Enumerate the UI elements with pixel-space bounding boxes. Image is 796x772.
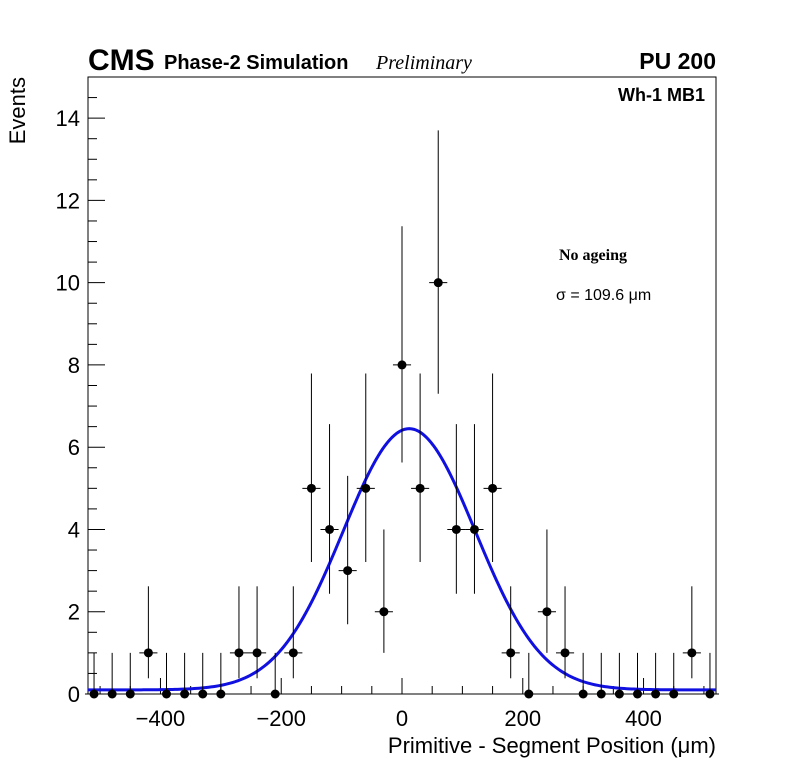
data-marker [596,689,606,699]
data-point [519,652,538,699]
x-tick-label: 200 [504,706,541,731]
data-point [193,652,212,699]
data-point [555,586,575,679]
data-marker [143,648,153,658]
data-marker [270,689,280,699]
data-marker [306,483,316,493]
data-point [121,652,140,699]
data-marker [578,689,588,699]
data-point [465,424,484,594]
data-marker [379,607,389,617]
data-point [139,586,158,679]
data-marker [705,689,715,699]
data-marker [669,689,679,699]
y-tick-label: 0 [68,682,80,707]
data-marker [107,689,117,699]
data-point [501,586,520,679]
data-point [103,652,122,699]
data-marker [651,689,661,699]
x-axis: −400 −200 0 200 400 [99,678,705,731]
data-point [664,652,683,699]
data-marker [415,483,425,493]
data-marker [252,648,262,658]
data-marker [325,524,335,534]
y-tick-label: 6 [68,435,80,460]
data-point [157,652,176,699]
y-tick-label: 8 [68,353,80,378]
x-tick-label: −400 [136,706,186,731]
data-point [700,652,720,699]
data-point [483,373,502,563]
data-marker [343,566,353,576]
data-marker [451,524,461,534]
data-point [429,130,448,394]
data-marker [560,648,570,658]
data-marker [614,689,624,699]
condition-label: No ageing [559,247,627,264]
data-point [266,652,285,699]
data-point [175,652,194,699]
sigma-label: σ = 109.6 μm [556,287,651,304]
data-points-layer [84,130,720,699]
region-label: Wh-1 MB1 [618,85,705,105]
data-point [392,226,412,463]
data-marker [89,689,99,699]
data-point [229,586,249,679]
data-point [284,586,303,679]
data-marker [234,648,244,658]
data-point [302,373,321,563]
data-marker [397,360,407,370]
data-marker [125,689,135,699]
data-point [320,424,339,594]
y-tick-label: 4 [68,517,80,542]
data-marker [361,483,371,493]
x-tick-label: 0 [396,706,408,731]
data-marker [633,689,642,699]
data-point [646,652,665,699]
data-marker [542,607,552,617]
data-marker [524,689,534,699]
data-marker [506,648,516,658]
y-tick-label: 10 [56,271,80,296]
data-point [211,652,230,699]
x-tick-label: −200 [256,706,306,731]
data-point [84,652,104,699]
y-tick-label: 14 [56,106,80,131]
y-axis-label: Events [5,77,30,144]
data-point [574,652,593,699]
data-marker [198,689,208,699]
data-point [374,529,393,653]
data-marker [488,483,498,493]
experiment-label: CMS [88,44,155,77]
data-point [682,586,701,679]
data-point [411,373,430,563]
data-point [628,652,647,699]
data-point [248,586,267,679]
preliminary-label: Preliminary [375,52,472,74]
data-marker [288,648,298,658]
data-marker [180,689,190,699]
y-tick-label: 12 [56,188,80,213]
pileup-label: PU 200 [639,48,716,74]
data-point [447,424,466,594]
x-tick-label: 400 [625,706,662,731]
data-marker [216,689,226,699]
data-point [338,475,357,625]
y-tick-label: 2 [68,600,80,625]
data-marker [687,648,697,658]
simulation-label: Phase-2 Simulation [164,52,349,74]
data-point [356,373,375,563]
data-point [610,652,629,699]
data-marker [469,524,479,534]
x-axis-label: Primitive - Segment Position (μm) [388,733,716,758]
data-point [592,652,611,699]
y-axis: 0 2 4 6 8 10 12 14 [56,76,105,707]
data-point [537,529,556,653]
data-marker [162,689,171,699]
data-marker [433,278,443,288]
